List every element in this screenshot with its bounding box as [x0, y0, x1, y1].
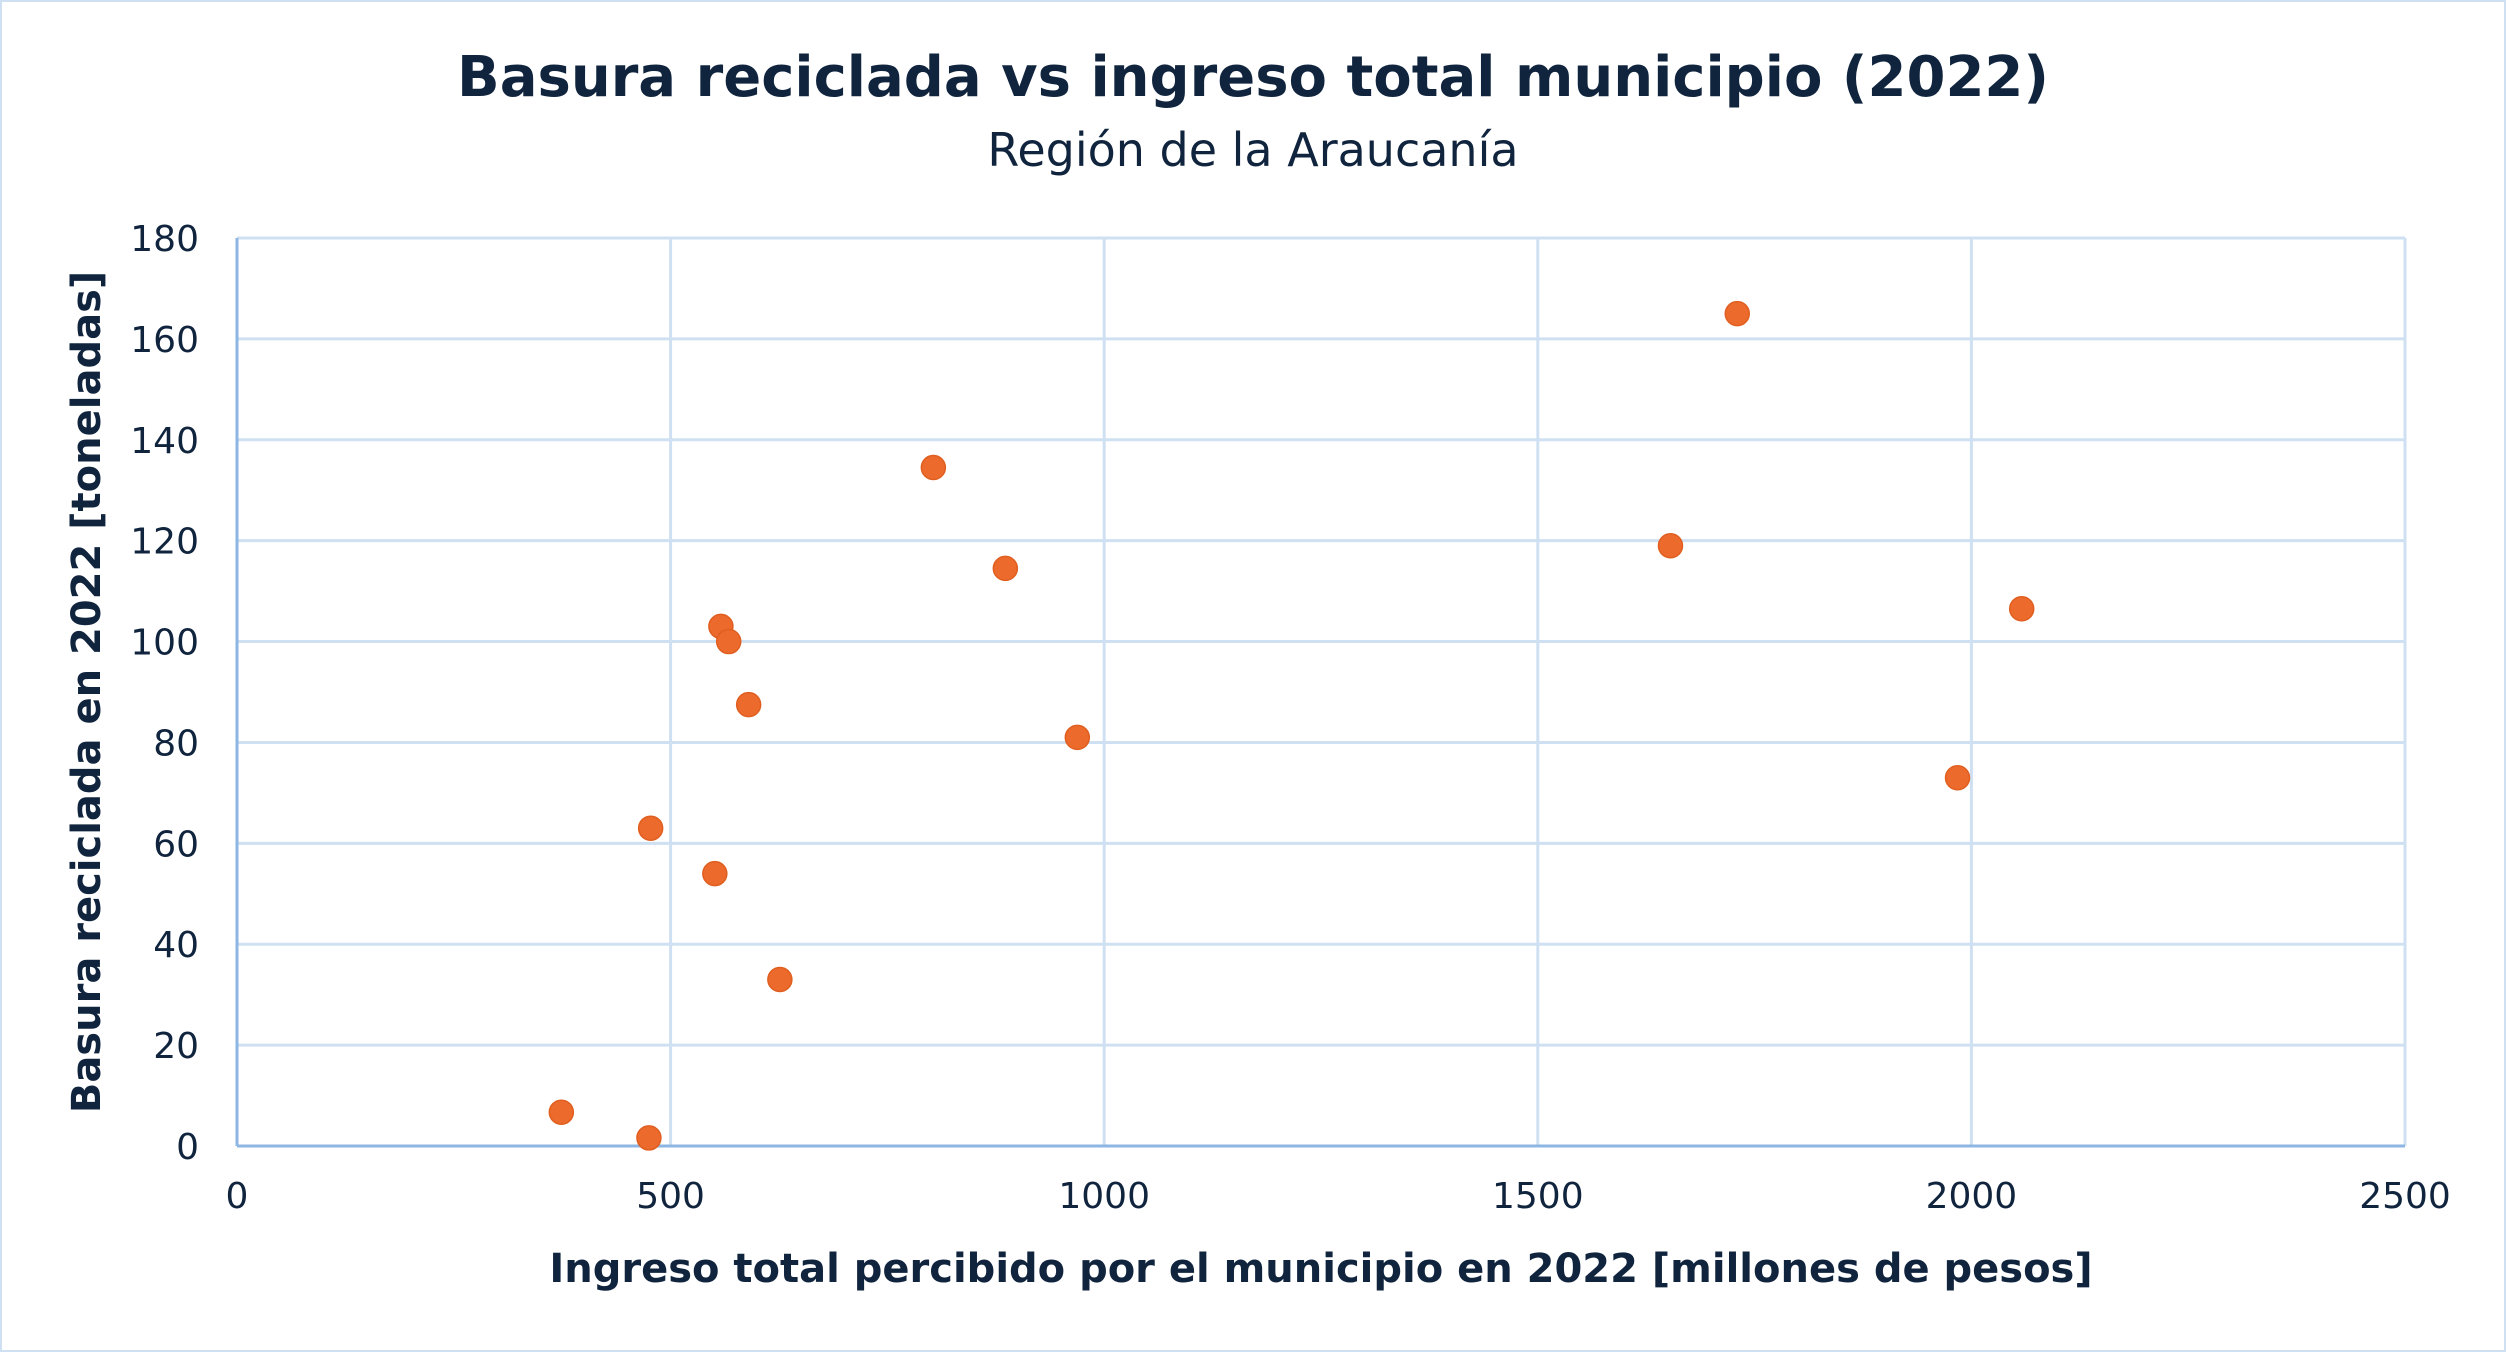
data-point — [920, 454, 947, 481]
y-tick-label: 120 — [130, 522, 199, 563]
data-point — [715, 628, 742, 655]
tick-labels: 0 20 40 60 80 100 120 140 160 180 0 500 1000 1500 2000… — [130, 219, 2451, 1217]
data-point — [702, 860, 728, 887]
x-tick-label: 2500 — [2359, 1176, 2451, 1217]
data-point — [767, 966, 793, 993]
y-tick-label: 60 — [153, 824, 199, 865]
data-point — [637, 815, 664, 841]
data-point — [1944, 765, 1971, 791]
data-point — [2008, 596, 2035, 622]
data-point — [1064, 724, 1091, 751]
x-tick-label: 2000 — [1926, 1176, 2018, 1217]
y-tick-label: 180 — [130, 219, 199, 260]
y-tick-label: 20 — [153, 1026, 199, 1067]
x-axis-label: Ingreso total percibido por el municipio… — [549, 1246, 2092, 1292]
y-axis-label: Basura reciclada en 2022 [toneladas] — [64, 271, 110, 1113]
y-tick-label: 80 — [153, 723, 199, 764]
chart-title: Basura reciclada vs ingreso total munici… — [457, 45, 2049, 110]
data-point — [548, 1099, 575, 1125]
data-point — [735, 691, 762, 718]
data-point — [992, 555, 1019, 582]
x-tick-label: 500 — [636, 1176, 705, 1217]
gridlines — [235, 236, 2407, 1148]
x-tick-label: 1500 — [1492, 1176, 1584, 1217]
data-point — [1657, 532, 1684, 559]
data-point — [636, 1125, 662, 1151]
x-tick-label: 1000 — [1058, 1176, 1150, 1217]
y-tick-label: 160 — [130, 320, 199, 361]
y-tick-label: 0 — [176, 1127, 199, 1168]
data-points — [548, 300, 2035, 1151]
data-point — [1724, 300, 1751, 327]
chart-subtitle: Región de la Araucanía — [987, 123, 1518, 177]
y-tick-label: 140 — [130, 421, 199, 462]
y-tick-label: 40 — [153, 925, 199, 966]
y-tick-label: 100 — [130, 623, 199, 664]
x-tick-label: 0 — [226, 1176, 249, 1217]
